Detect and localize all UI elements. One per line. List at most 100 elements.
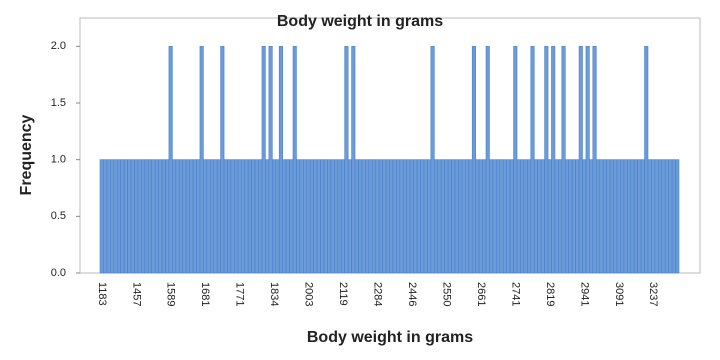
x-tick-label: 1457 bbox=[130, 282, 142, 306]
bar bbox=[130, 159, 135, 274]
bar bbox=[420, 159, 425, 274]
bar bbox=[402, 159, 408, 274]
bar bbox=[540, 159, 545, 274]
bar bbox=[440, 159, 445, 274]
bar bbox=[399, 159, 404, 274]
bar bbox=[627, 159, 632, 274]
bar bbox=[602, 159, 607, 274]
bar bbox=[351, 46, 356, 274]
bar bbox=[613, 159, 618, 274]
bar bbox=[120, 159, 125, 274]
bar bbox=[499, 159, 504, 274]
bar bbox=[330, 159, 335, 274]
bar bbox=[513, 46, 518, 274]
bar bbox=[337, 159, 342, 274]
y-tick-label: 2.0 bbox=[51, 40, 66, 52]
x-tick-label: 2741 bbox=[509, 282, 521, 306]
x-tick-label: 3237 bbox=[647, 282, 659, 306]
bar bbox=[358, 159, 363, 274]
x-tick-label: 2284 bbox=[372, 282, 384, 306]
bar bbox=[344, 46, 349, 274]
bar bbox=[227, 159, 232, 274]
bar bbox=[192, 159, 197, 274]
bar bbox=[378, 159, 383, 274]
bar bbox=[554, 159, 559, 274]
bar bbox=[630, 159, 635, 274]
bar bbox=[582, 159, 587, 274]
bar bbox=[675, 159, 680, 274]
y-tick-label: 0.0 bbox=[51, 267, 66, 279]
bar bbox=[489, 159, 494, 274]
bar bbox=[571, 159, 576, 274]
bar bbox=[471, 46, 476, 274]
bar bbox=[303, 159, 308, 274]
bar bbox=[482, 159, 487, 274]
x-tick-label: 1183 bbox=[96, 282, 108, 306]
bar bbox=[241, 159, 246, 274]
bar bbox=[451, 159, 456, 274]
bar bbox=[278, 46, 283, 274]
bar bbox=[523, 159, 528, 274]
bar bbox=[558, 159, 563, 274]
bar bbox=[447, 159, 452, 274]
x-tick-label: 1834 bbox=[268, 282, 280, 306]
bar bbox=[154, 159, 159, 274]
bar bbox=[172, 159, 177, 274]
x-tick-label: 2446 bbox=[406, 282, 418, 306]
bar bbox=[520, 159, 525, 274]
bar bbox=[502, 159, 507, 274]
bar bbox=[165, 159, 170, 274]
bar bbox=[458, 159, 463, 274]
bar bbox=[454, 159, 459, 274]
bar bbox=[141, 159, 146, 274]
bar bbox=[537, 159, 542, 274]
bar bbox=[185, 159, 190, 274]
bar bbox=[292, 46, 297, 274]
x-tick-label: 1681 bbox=[199, 282, 211, 306]
bar bbox=[633, 159, 638, 274]
bar bbox=[254, 159, 259, 274]
bar bbox=[530, 46, 535, 274]
bar bbox=[147, 159, 152, 274]
bar bbox=[251, 159, 256, 274]
bar bbox=[533, 159, 538, 274]
x-tick-label: 2003 bbox=[303, 282, 315, 306]
bar bbox=[547, 159, 552, 274]
bar bbox=[475, 159, 480, 274]
bar bbox=[334, 159, 339, 274]
bar bbox=[616, 159, 621, 274]
bar bbox=[113, 159, 118, 274]
bar bbox=[296, 159, 301, 274]
bar bbox=[361, 159, 366, 274]
bar bbox=[106, 159, 111, 274]
bar bbox=[123, 159, 128, 274]
bar bbox=[606, 159, 611, 274]
bar bbox=[306, 159, 311, 274]
bar bbox=[158, 159, 163, 274]
bar bbox=[599, 159, 604, 274]
bar bbox=[527, 159, 532, 274]
bar bbox=[134, 159, 139, 274]
bar bbox=[347, 159, 352, 274]
bar bbox=[151, 159, 156, 274]
bar bbox=[509, 159, 514, 274]
y-tick-label: 0.5 bbox=[51, 210, 66, 222]
bar bbox=[409, 159, 414, 274]
bar bbox=[651, 159, 656, 274]
bar bbox=[216, 159, 221, 274]
bar bbox=[385, 159, 390, 274]
bar bbox=[285, 159, 290, 274]
bar bbox=[110, 159, 115, 274]
bar bbox=[316, 159, 321, 274]
bar bbox=[668, 159, 673, 274]
bar bbox=[564, 159, 570, 274]
bar bbox=[189, 159, 194, 274]
bar bbox=[468, 159, 473, 274]
bar bbox=[116, 159, 121, 274]
bar bbox=[230, 159, 235, 274]
bar bbox=[578, 46, 583, 274]
chart-title: Body weight in grams bbox=[277, 13, 443, 30]
x-tick-label: 3091 bbox=[613, 282, 625, 306]
bar bbox=[444, 159, 449, 274]
bar bbox=[244, 159, 249, 274]
